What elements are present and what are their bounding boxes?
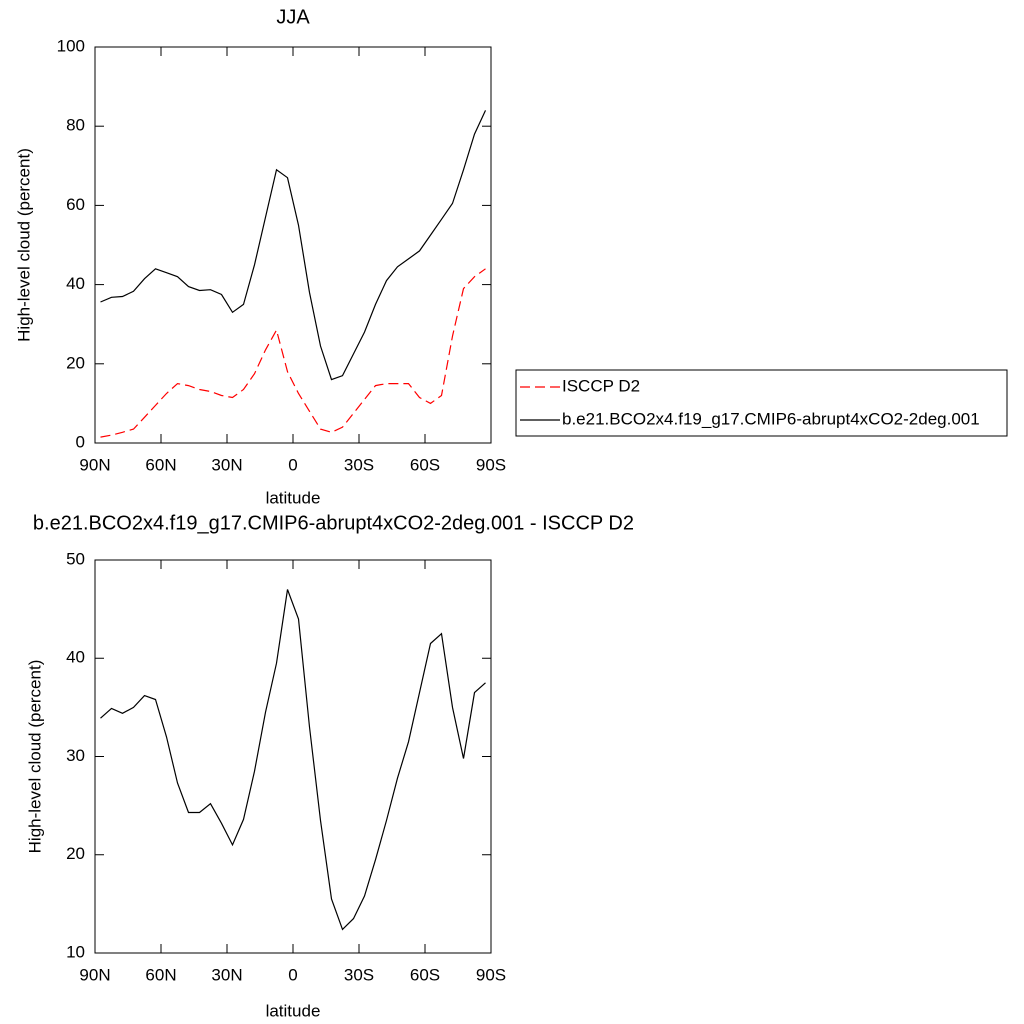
x-tick-label: 0 bbox=[288, 455, 297, 474]
y-tick-label: 60 bbox=[66, 195, 85, 214]
x-tick-label: 90S bbox=[476, 455, 506, 474]
y-tick-label: 20 bbox=[66, 353, 85, 372]
x-tick-label: 60S bbox=[410, 965, 440, 984]
y-axis-label: High-level cloud (percent) bbox=[25, 660, 44, 854]
data-line bbox=[100, 268, 486, 438]
y-tick-label: 20 bbox=[66, 844, 85, 863]
data-line bbox=[100, 110, 487, 381]
x-tick-label: 60N bbox=[145, 965, 176, 984]
y-tick-label: 0 bbox=[76, 432, 85, 451]
y-tick-label: 80 bbox=[66, 116, 85, 135]
y-tick-label: 100 bbox=[57, 36, 85, 55]
x-tick-label: 90S bbox=[476, 965, 506, 984]
y-tick-label: 50 bbox=[66, 549, 85, 568]
x-tick-label: 60S bbox=[410, 455, 440, 474]
plot-frame bbox=[94, 559, 492, 954]
chart-title: b.e21.BCO2x4.f19_g17.CMIP6-abrupt4xCO2-2… bbox=[33, 512, 634, 534]
x-tick-label: 60N bbox=[145, 455, 176, 474]
x-axis-label: latitude bbox=[266, 1001, 321, 1020]
chart-title: JJA bbox=[276, 6, 310, 28]
legend-box bbox=[515, 369, 1008, 437]
y-tick-label: 10 bbox=[66, 942, 85, 961]
legend-label: ISCCP D2 bbox=[562, 376, 640, 395]
x-tick-label: 90N bbox=[79, 965, 110, 984]
x-tick-label: 30N bbox=[211, 455, 242, 474]
x-tick-label: 30S bbox=[344, 965, 374, 984]
legend-label: b.e21.BCO2x4.f19_g17.CMIP6-abrupt4xCO2-2… bbox=[562, 409, 980, 428]
x-tick-label: 30S bbox=[344, 455, 374, 474]
y-tick-label: 30 bbox=[66, 746, 85, 765]
data-line bbox=[100, 589, 486, 931]
x-axis-label: latitude bbox=[266, 488, 321, 507]
y-tick-label: 40 bbox=[66, 648, 85, 667]
x-tick-label: 30N bbox=[211, 965, 242, 984]
y-tick-label: 40 bbox=[66, 274, 85, 293]
x-tick-label: 90N bbox=[79, 455, 110, 474]
y-axis-label: High-level cloud (percent) bbox=[14, 148, 33, 342]
x-tick-label: 0 bbox=[288, 965, 297, 984]
